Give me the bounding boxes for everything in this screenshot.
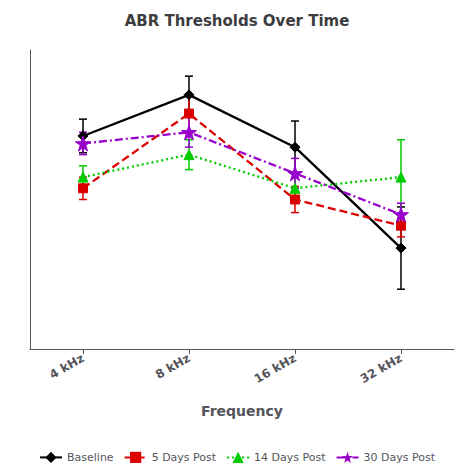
svg-text:5 Days Post: 5 Days Post: [152, 451, 217, 464]
svg-text:30 Days Post: 30 Days Post: [364, 451, 436, 464]
svg-text:16 kHz: 16 kHz: [252, 351, 299, 386]
svg-text:8 kHz: 8 kHz: [153, 351, 192, 382]
svg-text:32 kHz: 32 kHz: [358, 351, 405, 386]
svg-text:14 Days Post: 14 Days Post: [254, 451, 326, 464]
svg-text:4 kHz: 4 kHz: [47, 351, 86, 382]
svg-text:Baseline: Baseline: [67, 451, 114, 464]
svg-text:ABR Thresholds Over Time: ABR Thresholds Over Time: [125, 12, 350, 30]
svg-text:Frequency: Frequency: [201, 403, 283, 419]
